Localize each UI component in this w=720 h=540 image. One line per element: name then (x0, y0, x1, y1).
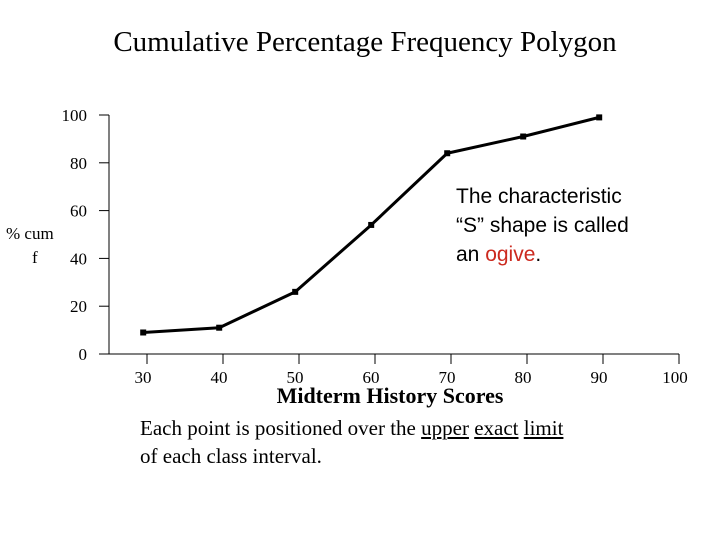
data-point-59.5 (368, 221, 375, 228)
y-tick-label-60: 60 (70, 202, 87, 221)
callout-ogive-term: ogive (485, 243, 536, 266)
data-point-29.5 (140, 329, 147, 336)
note-word-limit: limit (523, 416, 564, 440)
callout-line3-post: . (535, 243, 542, 266)
x-axis-label: Midterm History Scores (276, 383, 504, 408)
data-point-39.5 (216, 324, 223, 331)
y-axis-label-line2: f (32, 248, 38, 267)
explanation-note: Each point is positioned over the upper … (140, 414, 680, 470)
note-word-exact: exact (474, 416, 519, 440)
data-point-69.5 (444, 150, 451, 157)
callout-line2: “S” shape is called (456, 214, 629, 237)
callout-line3: an ogive. (456, 240, 686, 269)
note-line2: of each class interval. (140, 444, 322, 468)
x-tick-label-40: 40 (211, 368, 228, 387)
x-tick-label-60: 60 (363, 368, 380, 387)
x-tick-label-90: 90 (591, 368, 608, 387)
note-line1: Each point is positioned over the upper … (140, 414, 680, 442)
y-tick-label-100: 100 (62, 106, 88, 125)
y-axis-label: % cum f (6, 222, 64, 270)
y-tick-label-20: 20 (70, 297, 87, 316)
y-axis-label-line1: % cum (6, 224, 54, 243)
y-tick-label-40: 40 (70, 249, 87, 268)
note-word-upper: upper (421, 416, 469, 440)
data-point-89.5 (596, 114, 603, 121)
x-tick-label-30: 30 (135, 368, 152, 387)
x-tick-label-50: 50 (287, 368, 304, 387)
data-point-79.5 (520, 133, 527, 140)
chart-title: Cumulative Percentage Frequency Polygon (113, 26, 617, 58)
x-tick-label-100: 100 (662, 368, 688, 387)
x-tick-label-80: 80 (515, 368, 532, 387)
y-tick-label-0: 0 (79, 345, 88, 364)
x-tick-label-70: 70 (439, 368, 456, 387)
callout-line1: The characteristic (456, 185, 622, 208)
data-point-49.5 (292, 288, 299, 295)
note-part1: Each point is positioned over the (140, 416, 422, 440)
y-tick-label-80: 80 (70, 154, 87, 173)
ogive-callout: The characteristic “S” shape is called a… (456, 182, 686, 269)
callout-line3-pre: an (456, 243, 486, 266)
